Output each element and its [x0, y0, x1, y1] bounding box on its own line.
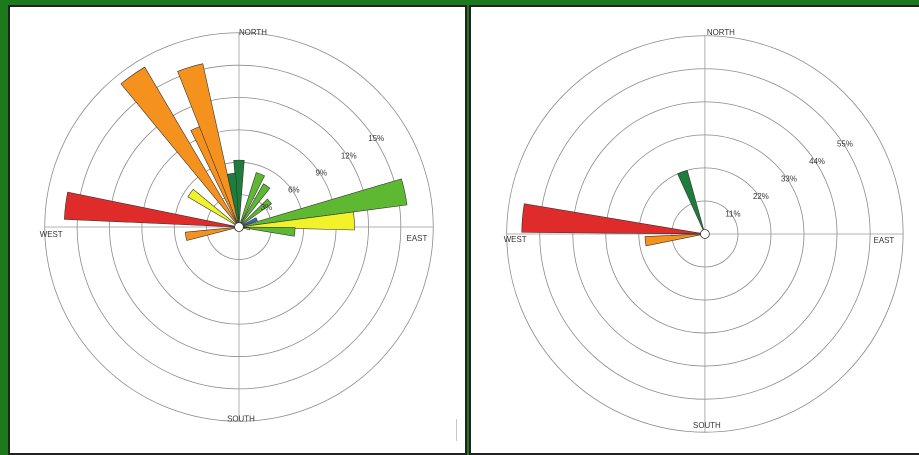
ring-label: 9%	[316, 169, 327, 178]
wind-sector-4	[238, 178, 408, 228]
ring-label: 44%	[809, 157, 825, 166]
direction-label-north: NORTH	[707, 28, 735, 37]
direction-label-west: WEST	[40, 230, 63, 239]
direction-label-south: SOUTH	[227, 414, 255, 423]
ring-label: 6%	[288, 186, 299, 195]
wind-rose-panel-right: 11% 22% 33% 44% 55% NORTH EAST SOUTH WEST	[469, 5, 919, 455]
wind-sector-15	[226, 172, 240, 228]
wind-sector-14	[177, 63, 240, 228]
direction-label-west: WEST	[504, 235, 527, 244]
center-hub	[234, 222, 244, 232]
direction-label-south: SOUTH	[693, 421, 721, 430]
wind-sector-6	[238, 211, 355, 231]
wind-sector-7	[238, 226, 296, 237]
ring-label: 11%	[725, 209, 740, 218]
wind-sector-2	[238, 183, 271, 228]
ring-label: 3%	[261, 203, 272, 212]
wind-sector-1	[521, 203, 705, 235]
ring-label: 12%	[341, 151, 357, 160]
wind-sector-3	[238, 198, 272, 228]
center-hub	[700, 229, 710, 239]
wind-rose-panel-left: 3% 6% 9% 12% 15% NORTH EAST SOUTH WEST	[8, 5, 467, 455]
ring-label: 55%	[837, 139, 853, 148]
wind-sector-9	[184, 226, 240, 241]
wind-sector-12	[120, 66, 240, 228]
direction-label-east: EAST	[407, 234, 428, 243]
direction-label-east: EAST	[874, 236, 895, 245]
wind-sector-2	[644, 233, 705, 247]
ring-label: 15%	[368, 134, 384, 143]
ring-label: 33%	[781, 174, 797, 183]
scroll-indicator[interactable]	[456, 419, 457, 441]
wind-sector-0	[677, 169, 706, 235]
direction-label-north: NORTH	[239, 28, 267, 37]
wind-sector-10	[64, 191, 240, 228]
wind-rose-chart-left: 3% 6% 9% 12% 15% NORTH EAST SOUTH WEST	[40, 28, 434, 423]
wind-sector-11	[187, 188, 240, 228]
ring-label: 22%	[753, 192, 769, 201]
wind-sector-0	[233, 159, 245, 228]
wind-sector-1	[238, 172, 265, 228]
wind-rose-chart-right: 11% 22% 33% 44% 55% NORTH EAST SOUTH WEST	[504, 28, 904, 433]
wind-sector-5	[238, 217, 258, 228]
